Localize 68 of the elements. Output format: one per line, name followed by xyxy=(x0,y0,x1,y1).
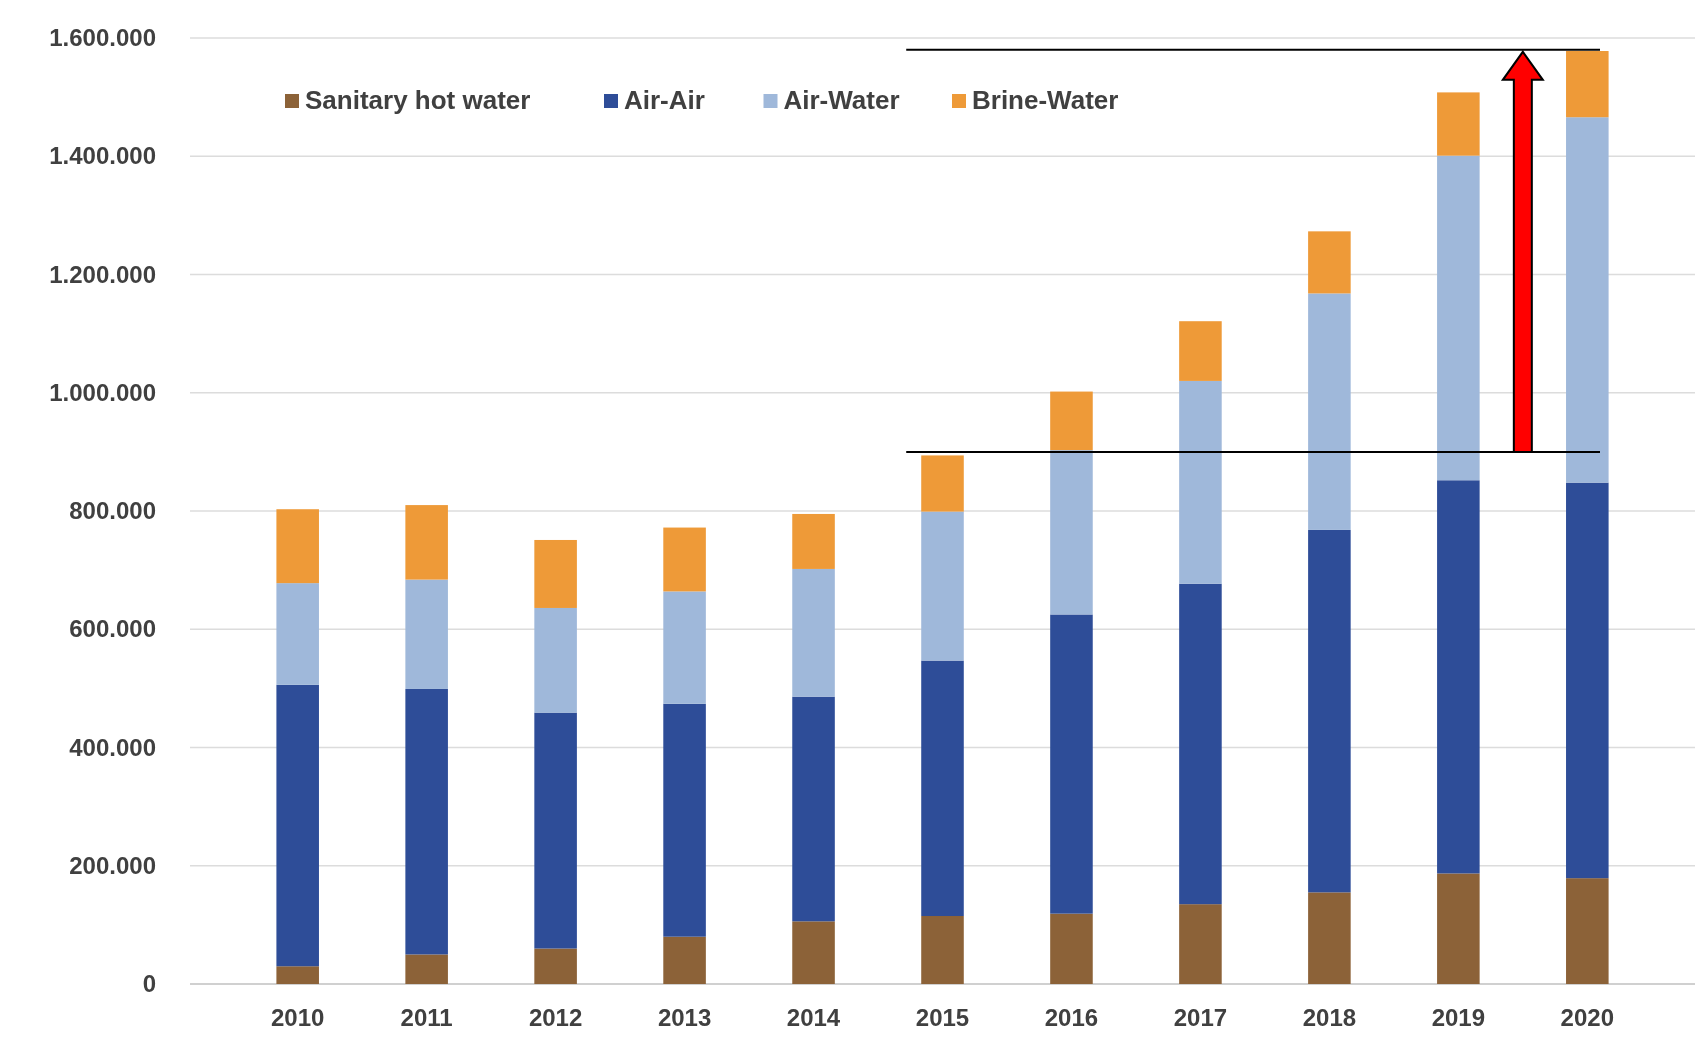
bar xyxy=(405,688,448,955)
bar xyxy=(663,591,706,704)
bar xyxy=(921,660,964,917)
y-tick-label: 1.000.000 xyxy=(49,378,156,406)
bar xyxy=(276,583,319,685)
bar xyxy=(534,539,577,608)
y-tick-label: 1.200.000 xyxy=(49,260,156,288)
x-tick-label: 2018 xyxy=(1302,1004,1357,1031)
x-tick-label: 2020 xyxy=(1560,1004,1615,1031)
bar xyxy=(663,936,706,984)
y-tick-label: 600.000 xyxy=(69,615,156,643)
bar xyxy=(1050,614,1093,914)
bar xyxy=(1050,913,1093,984)
bar xyxy=(1566,878,1609,984)
bar xyxy=(1308,293,1351,530)
bar xyxy=(1308,892,1351,984)
bar xyxy=(663,703,706,937)
bar xyxy=(534,607,577,713)
bar xyxy=(792,568,835,697)
y-tick-label: 0 xyxy=(142,970,156,997)
bar xyxy=(405,505,448,580)
bar xyxy=(792,513,835,569)
bar xyxy=(534,712,577,949)
x-tick-label: 2015 xyxy=(915,1004,970,1031)
x-tick-label: 2016 xyxy=(1044,1004,1099,1031)
bar xyxy=(921,511,964,661)
bar xyxy=(1050,450,1093,615)
x-tick-label: 2019 xyxy=(1431,1004,1486,1031)
bar xyxy=(1437,92,1480,156)
x-tick-label: 2011 xyxy=(400,1004,453,1031)
y-tick-label: 1.600.000 xyxy=(49,24,156,51)
bar xyxy=(405,954,448,984)
bar xyxy=(1179,583,1222,905)
bar xyxy=(534,948,577,984)
x-tick-label: 2014 xyxy=(786,1004,841,1031)
bar xyxy=(276,966,319,984)
bar xyxy=(1179,904,1222,984)
x-tick-label: 2012 xyxy=(528,1004,583,1031)
bar xyxy=(1566,51,1609,118)
x-tick-label: 2013 xyxy=(657,1004,712,1031)
bar xyxy=(663,527,706,592)
bar xyxy=(1179,380,1222,584)
bar xyxy=(921,455,964,512)
bar xyxy=(405,579,448,689)
bar xyxy=(792,921,835,984)
x-tick-label: 2010 xyxy=(270,1004,325,1031)
bar xyxy=(1437,155,1480,481)
bar xyxy=(276,684,319,967)
bar xyxy=(1566,482,1609,879)
bar xyxy=(1050,391,1093,451)
y-tick-label: 400.000 xyxy=(69,733,156,761)
bar xyxy=(1308,231,1351,294)
y-tick-label: 200.000 xyxy=(69,851,156,879)
bar xyxy=(1308,529,1351,893)
y-tick-label: 1.400.000 xyxy=(49,142,156,170)
legend-label: Air-Water xyxy=(783,85,900,115)
legend-label: Sanitary hot water xyxy=(305,85,531,115)
bar xyxy=(276,509,319,584)
legend-label: Air-Air xyxy=(624,85,705,115)
bar xyxy=(792,696,835,922)
y-tick-label: 800.000 xyxy=(69,497,156,524)
bar xyxy=(1179,321,1222,381)
bar xyxy=(1566,117,1609,483)
bar xyxy=(1437,873,1480,984)
bar xyxy=(1437,480,1480,874)
x-tick-label: 2017 xyxy=(1173,1004,1228,1031)
bar xyxy=(921,916,964,984)
legend-label: Brine-Water xyxy=(972,85,1119,115)
